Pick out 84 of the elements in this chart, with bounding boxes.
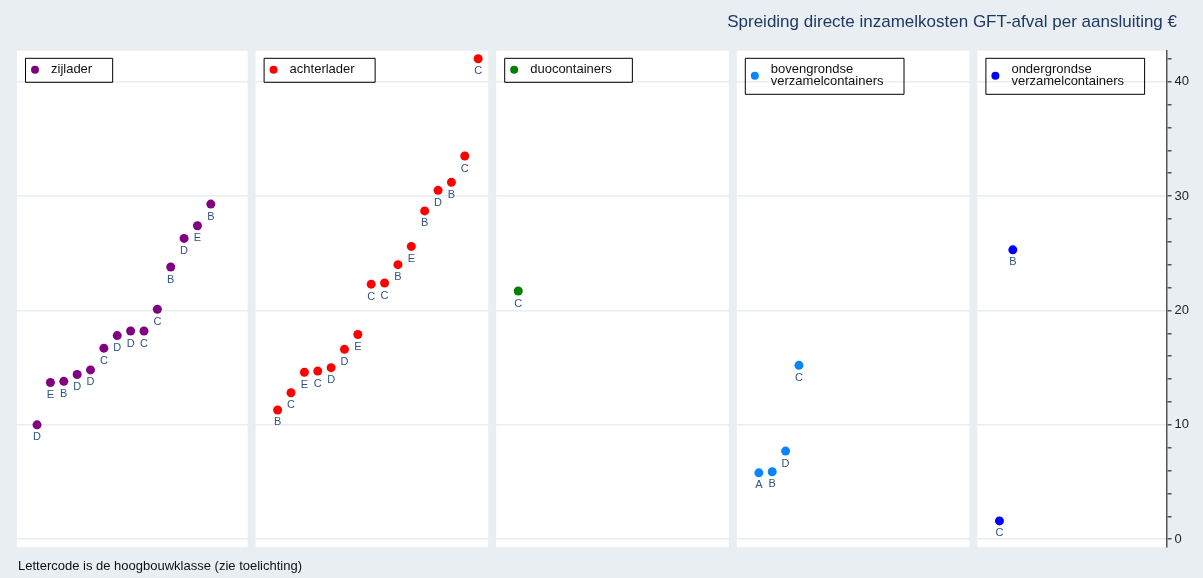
data-label: B (167, 272, 175, 285)
point (420, 206, 430, 216)
point (446, 177, 456, 187)
point (99, 343, 109, 353)
data-label: D (180, 243, 189, 256)
point (353, 329, 363, 339)
data-label: E (354, 339, 362, 352)
legend-label: zijlader (51, 61, 93, 77)
point (206, 199, 216, 209)
point (754, 468, 764, 478)
point (32, 420, 42, 430)
point (166, 262, 176, 272)
data-label: E (193, 231, 202, 244)
data-label: C (995, 526, 1004, 539)
data-label: B (394, 270, 402, 283)
data-label: C (460, 161, 469, 174)
data-label: D (126, 336, 135, 349)
chart-title: Spreiding directe inzamelkosten GFT-afval per aansluiting € (727, 12, 1177, 32)
data-label: C (380, 288, 389, 301)
data-label: D (86, 375, 95, 388)
point (59, 376, 69, 386)
data-label: C (153, 314, 162, 327)
point (393, 260, 403, 270)
data-label: A (755, 478, 764, 491)
data-label: B (421, 216, 429, 229)
data-label: C (313, 376, 322, 389)
point (781, 446, 791, 456)
point (794, 360, 804, 370)
y-tick-label: 20 (1174, 302, 1190, 318)
point (112, 331, 122, 341)
data-label: C (474, 64, 483, 77)
data-label: B (1009, 255, 1017, 268)
data-label: C (514, 296, 523, 309)
legend-label: duocontainers (530, 61, 613, 77)
data-label: B (273, 415, 282, 428)
point (72, 369, 82, 379)
point (45, 378, 55, 387)
point (313, 366, 323, 376)
data-label: E (46, 388, 55, 401)
legend-label: bovengrondse verzamelcontainers (770, 61, 885, 89)
point (513, 286, 523, 296)
data-label: B (768, 477, 776, 490)
point (433, 185, 443, 195)
point (152, 304, 162, 314)
data-label: D (434, 195, 443, 208)
y-tick-label: 0 (1174, 530, 1182, 546)
point (767, 467, 777, 477)
point (380, 278, 390, 288)
point (473, 54, 483, 64)
data-label: C (367, 289, 376, 302)
data-label: D (33, 430, 42, 443)
data-label: C (140, 336, 149, 349)
data-label: B (447, 187, 456, 200)
data-label: E (407, 251, 415, 264)
data-label: C (99, 353, 108, 366)
point (339, 344, 349, 354)
point (286, 388, 296, 398)
data-label: C (287, 398, 296, 411)
point (139, 326, 149, 336)
data-label: B (207, 209, 215, 222)
point (406, 241, 416, 251)
legend-label: ondergrondse verzamelcontainers (1011, 61, 1125, 89)
y-tick-label: 30 (1174, 187, 1190, 203)
point (192, 221, 202, 231)
point (86, 365, 96, 375)
point (273, 405, 283, 415)
data-label: D (73, 380, 82, 393)
data-label: D (781, 456, 790, 469)
data-label: D (113, 341, 122, 354)
data-label: C (794, 370, 803, 383)
data-label: D (327, 373, 336, 386)
point (366, 279, 376, 289)
text: Lettercode is de hoogbouwklasse (zie toelichting) (18, 558, 303, 573)
data-label: B (60, 386, 68, 399)
point (460, 151, 470, 161)
point (326, 363, 336, 373)
data-label: E (300, 377, 309, 390)
point (126, 326, 136, 336)
y-tick-label: 10 (1174, 416, 1190, 432)
y-tick-label: 40 (1174, 73, 1190, 89)
data-label: D (340, 354, 349, 367)
point (179, 233, 189, 243)
legend-label: achterlader (289, 61, 356, 77)
point (299, 367, 309, 377)
